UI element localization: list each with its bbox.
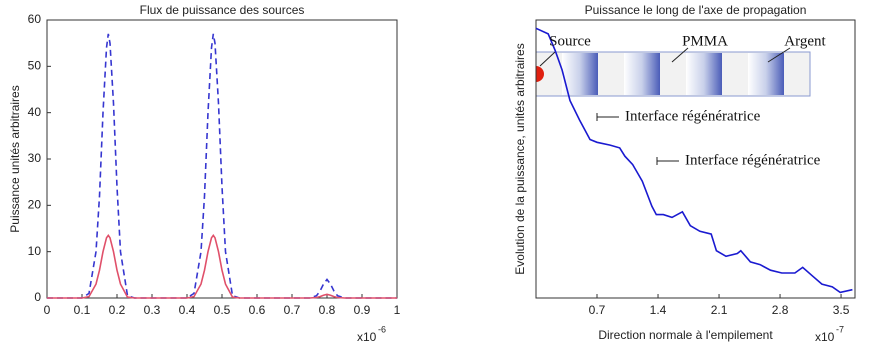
source-dot (536, 66, 544, 82)
y-tick-label: 60 (28, 12, 42, 26)
x-tick-label: 0.5 (214, 303, 231, 317)
interface-marker (656, 157, 679, 165)
annotation: Source (549, 33, 591, 49)
x-tick-label: 0.4 (179, 303, 196, 317)
x-tick-label: 0.3 (144, 303, 161, 317)
chart-title: Flux de puissance des sources (140, 3, 305, 17)
silver-layer (624, 53, 660, 95)
silver-layer (562, 53, 598, 95)
silver-layer (686, 53, 722, 95)
series-line (47, 33, 397, 299)
plot-frame (535, 19, 856, 299)
y-tick-label: 0 (34, 290, 41, 304)
arrow (539, 51, 556, 67)
x-axis-label: Direction normale à l'empilement (598, 328, 773, 342)
annotation: PMMA (682, 33, 728, 49)
x-multiplier-exponent: -6 (378, 324, 386, 334)
x-tick-label: 3.5 (833, 303, 850, 317)
x-tick-label: 0.6 (249, 303, 266, 317)
x-multiplier: x10 (357, 330, 377, 344)
annotation: Interface régénératrice (685, 152, 821, 168)
arrow (767, 47, 791, 63)
x-multiplier: x10 (815, 330, 835, 344)
x-tick-label: 0.1 (74, 303, 91, 317)
x-tick-label: 0.9 (354, 303, 371, 317)
y-tick-label: 20 (28, 198, 42, 212)
x-tick-label: 0 (44, 303, 51, 317)
y-tick-label: 30 (28, 151, 42, 165)
y-tick-label: 40 (28, 105, 42, 119)
annotation: Interface régénératrice (625, 108, 761, 124)
series-line (47, 234, 397, 299)
y-tick-label: 10 (28, 244, 42, 258)
x-tick-label: 0.2 (109, 303, 126, 317)
x-tick-label: 2.8 (772, 303, 789, 317)
interface-marker (596, 113, 619, 121)
series-line (535, 27, 853, 294)
inset-stack (535, 47, 811, 165)
chart-title: Puissance le long de l'axe de propagatio… (585, 3, 807, 17)
y-tick-label: 50 (28, 59, 42, 73)
plot-frame (46, 19, 398, 299)
x-tick-label: 0.7 (589, 303, 606, 317)
x-tick-label: 1 (394, 303, 401, 317)
x-tick-label: 0.8 (319, 303, 336, 317)
annotation: Argent (784, 33, 826, 49)
y-axis-label: Evolution de la puissance, unités arbitr… (513, 43, 527, 274)
x-tick-label: 0.7 (284, 303, 301, 317)
x-tick-label: 1.4 (650, 303, 667, 317)
silver-layer (748, 53, 784, 95)
arrow (671, 47, 689, 63)
x-tick-label: 2.1 (711, 303, 728, 317)
y-axis-label: Puissance unités arbitraires (8, 85, 22, 232)
x-multiplier-exponent: -7 (836, 324, 844, 334)
